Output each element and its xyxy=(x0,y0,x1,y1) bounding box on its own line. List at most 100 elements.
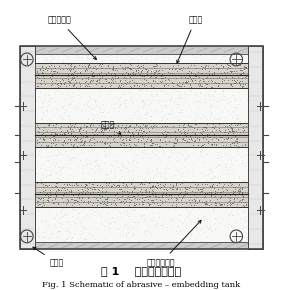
Point xyxy=(190,160,195,165)
Point xyxy=(119,195,123,200)
Point xyxy=(200,84,205,88)
Point xyxy=(87,84,92,89)
Point xyxy=(120,188,124,193)
Point xyxy=(50,232,54,236)
Point xyxy=(41,128,46,133)
Point xyxy=(140,73,145,78)
Point xyxy=(230,197,234,202)
Point xyxy=(222,114,227,119)
Point xyxy=(59,80,63,85)
Point xyxy=(59,104,64,108)
Point xyxy=(70,70,74,75)
Point xyxy=(238,130,243,134)
Point xyxy=(149,198,153,202)
Point xyxy=(69,64,73,69)
Point xyxy=(243,86,247,91)
Point xyxy=(177,84,181,88)
Point xyxy=(140,148,144,153)
Point xyxy=(79,223,84,228)
Point xyxy=(217,133,222,137)
Point xyxy=(65,128,69,132)
Point xyxy=(186,133,190,137)
Point xyxy=(69,188,74,193)
Point xyxy=(223,136,228,140)
Point xyxy=(176,144,181,149)
Point xyxy=(112,128,117,133)
Point xyxy=(183,124,188,129)
Point xyxy=(197,78,202,82)
Point xyxy=(161,135,166,139)
Point xyxy=(128,182,133,186)
Point xyxy=(131,187,135,192)
Point xyxy=(239,238,244,243)
Point xyxy=(135,73,140,77)
Point xyxy=(126,70,130,75)
Point xyxy=(125,84,130,88)
Point xyxy=(209,170,213,174)
Point xyxy=(152,223,157,228)
Point xyxy=(182,129,187,134)
Point xyxy=(143,77,148,82)
Point xyxy=(130,134,135,139)
Point xyxy=(243,143,247,148)
Point xyxy=(156,215,161,219)
Point xyxy=(204,133,209,138)
Point xyxy=(131,191,136,196)
Point xyxy=(168,135,173,139)
Point xyxy=(38,219,43,223)
Point xyxy=(210,184,215,189)
Point xyxy=(125,64,130,69)
Point xyxy=(75,181,80,186)
Point xyxy=(235,139,239,144)
Point xyxy=(80,189,85,194)
Bar xyxy=(20,46,35,249)
Point xyxy=(49,188,54,193)
Point xyxy=(99,72,103,77)
Point xyxy=(45,106,50,111)
Point xyxy=(170,67,174,72)
Point xyxy=(169,97,174,101)
Point xyxy=(192,137,196,141)
Point xyxy=(208,196,212,201)
Point xyxy=(164,134,168,138)
Point xyxy=(204,70,208,75)
Point xyxy=(119,191,123,196)
Point xyxy=(162,129,167,134)
Point xyxy=(98,124,103,129)
Point xyxy=(91,117,95,121)
Point xyxy=(230,75,234,79)
Point xyxy=(160,106,164,110)
Point xyxy=(213,89,217,93)
Point xyxy=(207,159,212,164)
Point xyxy=(48,189,52,194)
Point xyxy=(33,123,38,128)
Point xyxy=(235,146,239,150)
Point xyxy=(241,128,246,132)
Point xyxy=(48,139,52,144)
Point xyxy=(175,150,180,155)
Point xyxy=(56,201,60,205)
Point xyxy=(224,97,228,101)
Point xyxy=(37,132,41,137)
Point xyxy=(167,97,171,102)
Point xyxy=(161,83,166,87)
Point xyxy=(63,126,67,131)
Point xyxy=(85,84,89,89)
Point xyxy=(193,201,198,206)
Point xyxy=(189,77,194,81)
Point xyxy=(133,72,137,77)
Point xyxy=(154,129,158,134)
Point xyxy=(62,138,66,143)
Point xyxy=(213,63,217,67)
Point xyxy=(118,224,122,229)
Point xyxy=(143,88,148,93)
Point xyxy=(59,210,63,215)
Point xyxy=(97,77,101,82)
Point xyxy=(241,67,246,71)
Point xyxy=(38,97,42,101)
Point xyxy=(184,207,188,212)
Point xyxy=(190,79,194,83)
Point xyxy=(185,122,190,127)
Point xyxy=(147,80,152,84)
Point xyxy=(197,74,202,79)
